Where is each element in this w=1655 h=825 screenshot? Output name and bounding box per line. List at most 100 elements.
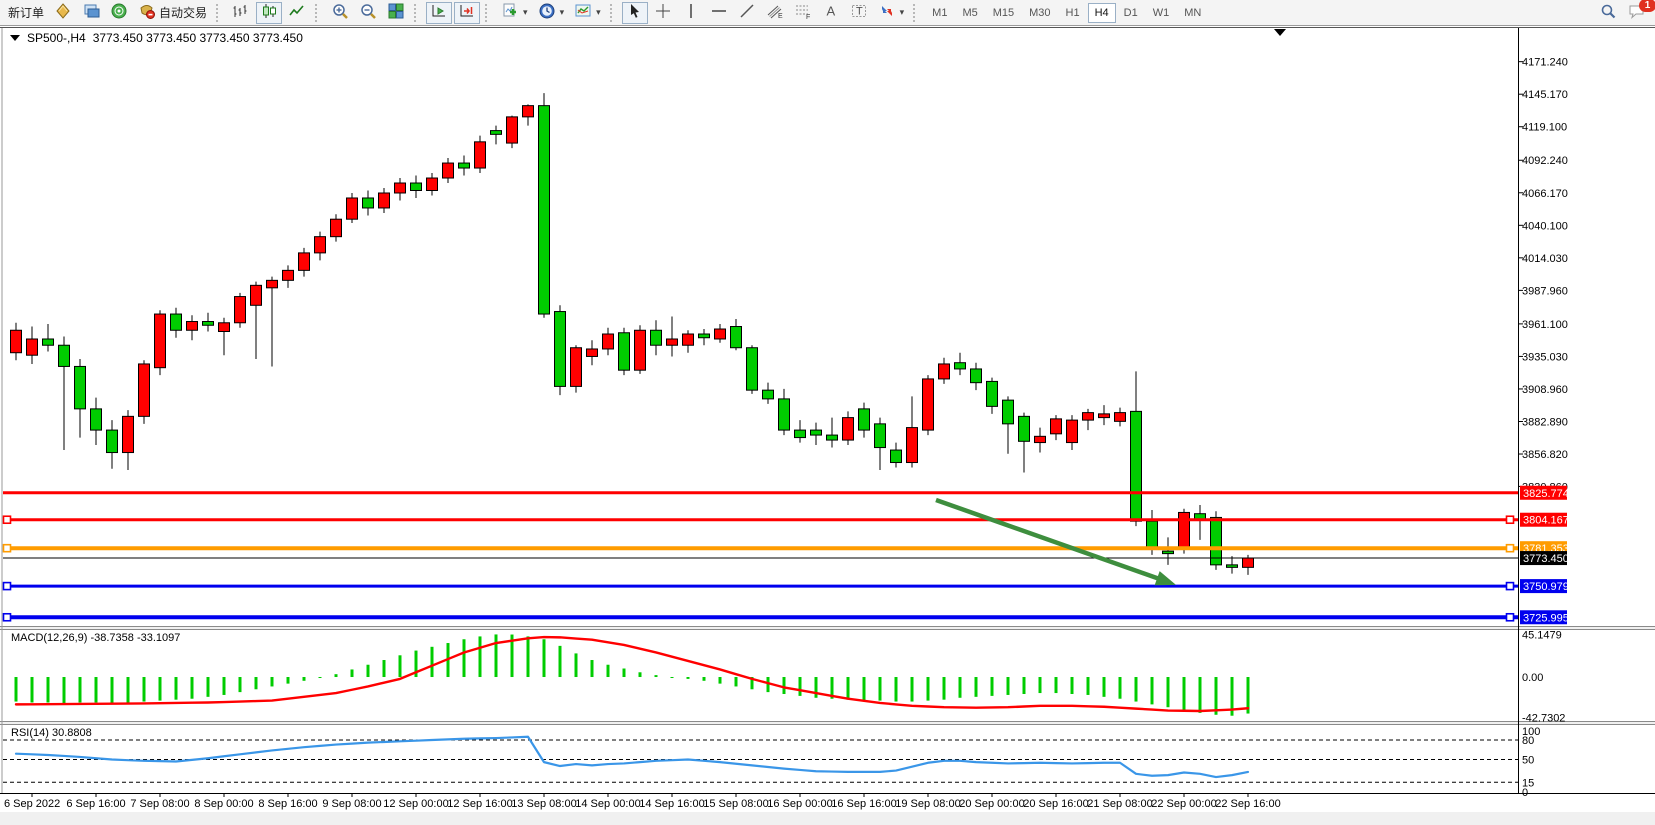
channel-button[interactable]: E	[762, 2, 788, 24]
macd-histogram-bar	[238, 677, 242, 693]
tab-timeframe-M5[interactable]: M5	[955, 3, 984, 23]
price-tick-label: 4040.100	[1522, 220, 1568, 232]
candle	[522, 105, 534, 118]
macd-histogram-bar	[782, 677, 786, 695]
candle	[410, 182, 422, 191]
candle	[1066, 419, 1078, 444]
autotrading-icon	[138, 2, 156, 23]
tab-timeframe-D1[interactable]: D1	[1117, 3, 1145, 23]
chart-shift-marker[interactable]	[1274, 29, 1286, 36]
crosshair-button[interactable]	[650, 2, 676, 24]
line-handle[interactable]	[1505, 612, 1515, 622]
chart-shift-button[interactable]	[454, 1, 481, 24]
tab-timeframe-M30[interactable]: M30	[1022, 3, 1057, 23]
macd-histogram-bar	[974, 677, 978, 697]
macd-scale-label: 45.1479	[1522, 629, 1562, 641]
macd-histogram-bar	[590, 660, 594, 678]
candlestick-chart-button[interactable]	[256, 1, 283, 24]
text-button[interactable]: A	[818, 2, 844, 24]
macd-histogram-bar	[526, 636, 530, 678]
tab-timeframe-M1[interactable]: M1	[925, 3, 954, 23]
autotrading-button[interactable]: 自动交易	[134, 2, 211, 24]
macd-histogram-bar	[1022, 677, 1026, 695]
horizontal-line-button[interactable]	[706, 2, 732, 24]
cursor-icon	[626, 2, 644, 23]
candle	[218, 322, 230, 333]
tab-timeframe-MN[interactable]: MN	[1177, 3, 1208, 23]
macd-histogram-bar	[542, 639, 546, 678]
zoom-in-button[interactable]	[327, 2, 353, 24]
vertical-line-button[interactable]	[678, 2, 704, 24]
fibonacci-button[interactable]: F	[790, 2, 816, 24]
arrows-button[interactable]: ▾	[874, 2, 909, 24]
clock-icon	[538, 2, 556, 23]
line-handle[interactable]	[2, 543, 12, 553]
tile-windows-icon	[387, 2, 405, 23]
chart-menu-triangle[interactable]	[10, 35, 20, 41]
candle	[1210, 516, 1222, 566]
trend-arrow-line[interactable]	[935, 497, 1164, 583]
price-tick-label: 4171.240	[1522, 57, 1568, 69]
price-axis-area[interactable]	[1519, 28, 1654, 793]
trendline-icon	[738, 2, 756, 23]
crosshair-icon	[654, 2, 672, 23]
line-handle[interactable]	[2, 515, 12, 525]
tab-timeframe-H1[interactable]: H1	[1059, 3, 1087, 23]
macd-histogram-bar	[510, 634, 514, 678]
candle	[330, 218, 342, 238]
macd-histogram-bar	[222, 677, 226, 695]
trend-arrow-head[interactable]	[1154, 571, 1176, 586]
dropdown-caret: ▾	[596, 7, 601, 17]
line-handle[interactable]	[2, 612, 12, 622]
new-order-button[interactable]: 新订单	[4, 2, 48, 24]
candle	[794, 429, 806, 439]
data-window-button[interactable]	[78, 2, 104, 24]
trendline-button[interactable]	[734, 2, 760, 24]
macd-histogram-bar	[1038, 677, 1042, 694]
candle	[138, 363, 150, 417]
search-button[interactable]	[1595, 2, 1621, 24]
tab-timeframe-W1[interactable]: W1	[1146, 3, 1177, 23]
tab-timeframe-M15[interactable]: M15	[986, 3, 1021, 23]
notifications-button[interactable]: 1	[1623, 0, 1655, 24]
macd-histogram-bar	[398, 655, 402, 678]
tile-windows-button[interactable]	[383, 2, 409, 24]
candle	[730, 326, 742, 349]
zoom-out-button[interactable]	[355, 2, 381, 24]
candle	[490, 130, 502, 135]
fibonacci-icon: F	[794, 2, 812, 23]
periods-button[interactable]: ▾	[534, 2, 569, 24]
line-handle[interactable]	[1505, 543, 1515, 553]
tab-timeframe-H4[interactable]: H4	[1087, 2, 1116, 23]
time-tick-label: 16 Sep 00:00	[767, 798, 832, 810]
macd-histogram-bar	[46, 677, 50, 703]
line-handle[interactable]	[2, 581, 12, 591]
auto-scroll-button[interactable]	[426, 1, 453, 24]
macd-histogram-bar	[702, 677, 706, 681]
candle	[426, 177, 438, 191]
macd-histogram-bar	[798, 677, 802, 696]
macd-histogram-bar	[622, 668, 626, 678]
bar-chart-button[interactable]	[228, 2, 254, 24]
market-watch-button[interactable]	[50, 2, 76, 24]
candle	[554, 311, 566, 387]
candle	[58, 344, 70, 367]
line-handle[interactable]	[1505, 515, 1515, 525]
pane-splitter[interactable]	[0, 721, 1655, 725]
candle	[266, 279, 278, 289]
cursor-button[interactable]	[621, 1, 648, 24]
templates-button[interactable]: ▾	[570, 2, 605, 24]
line-chart-button[interactable]	[284, 2, 310, 24]
new-chart-button[interactable]: ▾	[497, 2, 532, 24]
macd-histogram-bar	[494, 634, 498, 678]
macd-histogram-bar	[862, 677, 866, 701]
time-axis-area[interactable]	[0, 793, 1518, 813]
candle	[1034, 435, 1046, 444]
pane-splitter[interactable]	[0, 626, 1655, 630]
candle	[666, 338, 678, 346]
macd-histogram-bar	[750, 677, 754, 690]
text-label-button[interactable]: T	[846, 2, 872, 24]
line-handle[interactable]	[1505, 581, 1515, 591]
navigator-button[interactable]	[106, 2, 132, 24]
